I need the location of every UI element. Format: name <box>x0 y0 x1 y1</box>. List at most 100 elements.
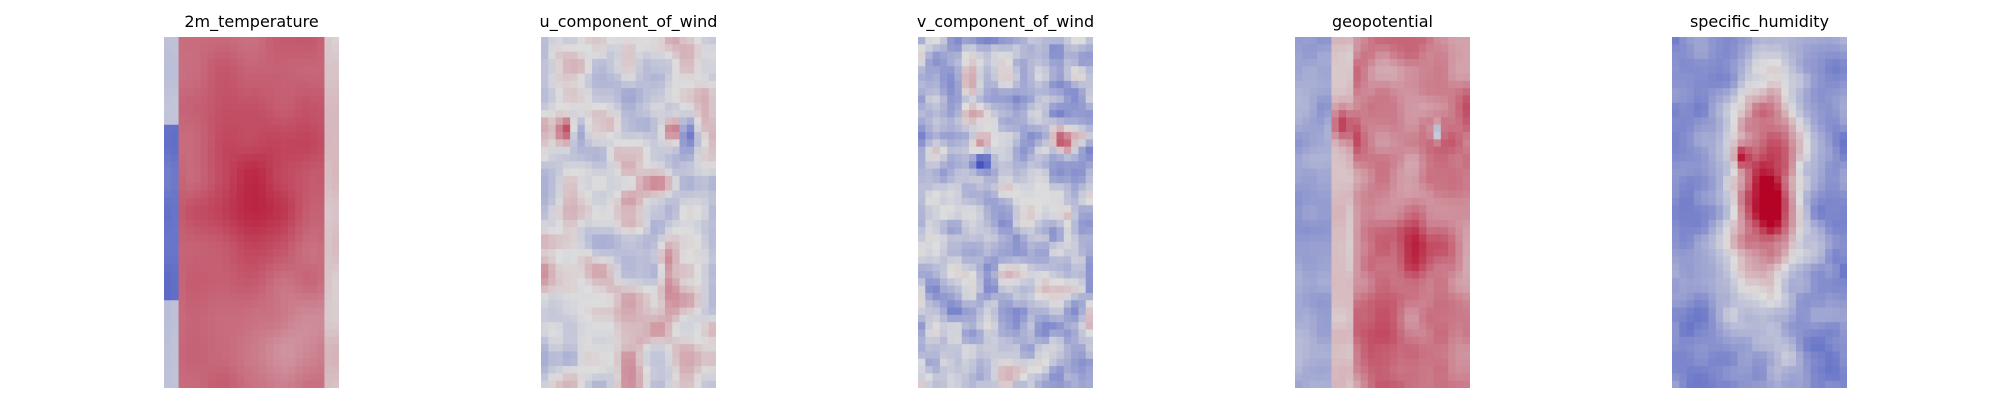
heatmap-cell <box>1346 336 1354 345</box>
heatmap-cell <box>178 234 187 243</box>
heatmap-cell <box>1404 88 1413 96</box>
heatmap-cell <box>302 344 311 352</box>
heatmap-cell <box>1367 117 1376 126</box>
heatmap-cell <box>998 161 1006 170</box>
heatmap-cell <box>1397 358 1405 367</box>
heatmap-cell <box>266 278 274 287</box>
heatmap-cell <box>1672 117 1680 126</box>
heatmap-cell <box>947 190 955 199</box>
heatmap-cell <box>1389 88 1398 96</box>
heatmap-cell <box>584 183 593 191</box>
heatmap-cell <box>1708 124 1717 133</box>
heatmap-cell <box>1832 88 1841 96</box>
heatmap-cell <box>229 249 238 257</box>
heatmap-cell <box>1295 110 1303 118</box>
heatmap-cell <box>1020 44 1028 53</box>
heatmap-cell <box>1382 263 1391 272</box>
heatmap-cell <box>1360 146 1369 155</box>
heatmap-cell <box>932 278 941 287</box>
heatmap-cell <box>1078 249 1087 257</box>
heatmap-cell <box>541 263 549 272</box>
heatmap-cell <box>331 241 339 250</box>
heatmap-cell <box>317 234 325 243</box>
heatmap-cell <box>1679 80 1687 89</box>
heatmap-cell <box>185 58 194 67</box>
heatmap-cell <box>599 183 608 191</box>
heatmap-cell <box>701 205 710 213</box>
heatmap-cell <box>171 219 179 228</box>
heatmap-cell <box>1331 117 1340 126</box>
heatmap-cell <box>983 190 992 199</box>
heatmap-cell <box>309 124 318 133</box>
heatmap-cell <box>200 168 209 177</box>
heatmap-cell <box>548 110 556 118</box>
heatmap-cell <box>679 175 688 184</box>
heatmap-cell <box>562 285 571 294</box>
heatmap-cell <box>932 58 941 67</box>
heatmap-cell <box>251 329 260 338</box>
heatmap-cell <box>613 373 622 382</box>
heatmap-cell <box>577 161 586 170</box>
heatmap-cell <box>1041 66 1050 74</box>
heatmap-cell <box>1027 73 1036 82</box>
heatmap-cell <box>1027 249 1036 257</box>
heatmap-cell <box>215 307 223 316</box>
heatmap-cell <box>1338 314 1347 323</box>
heatmap-cell <box>1781 139 1790 148</box>
heatmap-cell <box>185 212 194 221</box>
heatmap-cell <box>1803 80 1811 89</box>
heatmap-cell <box>672 66 680 74</box>
heatmap-cell <box>1693 80 1702 89</box>
heatmap-cell <box>1418 380 1427 388</box>
heatmap-cell <box>1440 73 1449 82</box>
heatmap-cell <box>664 351 673 360</box>
heatmap-cell <box>1346 51 1354 60</box>
heatmap-cell <box>628 102 637 111</box>
heatmap-cell <box>1817 80 1826 89</box>
heatmap-cell <box>1455 146 1464 155</box>
heatmap-cell <box>1316 292 1325 301</box>
heatmap-cell <box>1462 124 1470 133</box>
heatmap-cell <box>185 358 194 367</box>
heatmap-cell <box>1078 168 1087 177</box>
heatmap-cell <box>664 219 673 228</box>
heatmap-cell <box>185 329 194 338</box>
heatmap-cell <box>679 256 688 265</box>
heatmap-cell <box>1049 102 1057 111</box>
heatmap-cell <box>701 175 710 184</box>
heatmap-cell <box>1686 58 1695 67</box>
heatmap-cell <box>229 292 238 301</box>
heatmap-cell <box>657 80 666 89</box>
heatmap-cell <box>643 314 651 323</box>
heatmap-cell <box>584 314 593 323</box>
heatmap-cell <box>266 241 274 250</box>
heatmap-cell <box>932 110 941 118</box>
heatmap-cell <box>947 285 955 294</box>
heatmap-cell <box>621 307 629 316</box>
heatmap-cell <box>1056 175 1065 184</box>
heatmap-cell <box>1382 227 1391 235</box>
heatmap-2m-temperature <box>164 37 339 388</box>
heatmap-cell <box>998 80 1006 89</box>
heatmap-cell <box>961 300 970 308</box>
heatmap-cell <box>1316 95 1325 104</box>
heatmap-cell <box>244 212 252 221</box>
heatmap-cell <box>1426 227 1434 235</box>
heatmap-cell <box>287 51 296 60</box>
heatmap-cell <box>947 241 955 250</box>
heatmap-cell <box>1723 37 1731 45</box>
heatmap-cell <box>324 51 333 60</box>
heatmap-cell <box>606 336 615 345</box>
heatmap-cell <box>266 358 274 367</box>
heatmap-cell <box>1353 241 1362 250</box>
heatmap-cell <box>1708 132 1717 140</box>
heatmap-cell <box>215 146 223 155</box>
heatmap-cell <box>1309 300 1318 308</box>
heatmap-cell <box>954 219 963 228</box>
heatmap-cell <box>664 314 673 323</box>
heatmap-cell <box>954 285 963 294</box>
heatmap-cell <box>1027 139 1036 148</box>
heatmap-cell <box>229 344 238 352</box>
heatmap-cell <box>258 351 267 360</box>
heatmap-cell <box>976 190 985 199</box>
